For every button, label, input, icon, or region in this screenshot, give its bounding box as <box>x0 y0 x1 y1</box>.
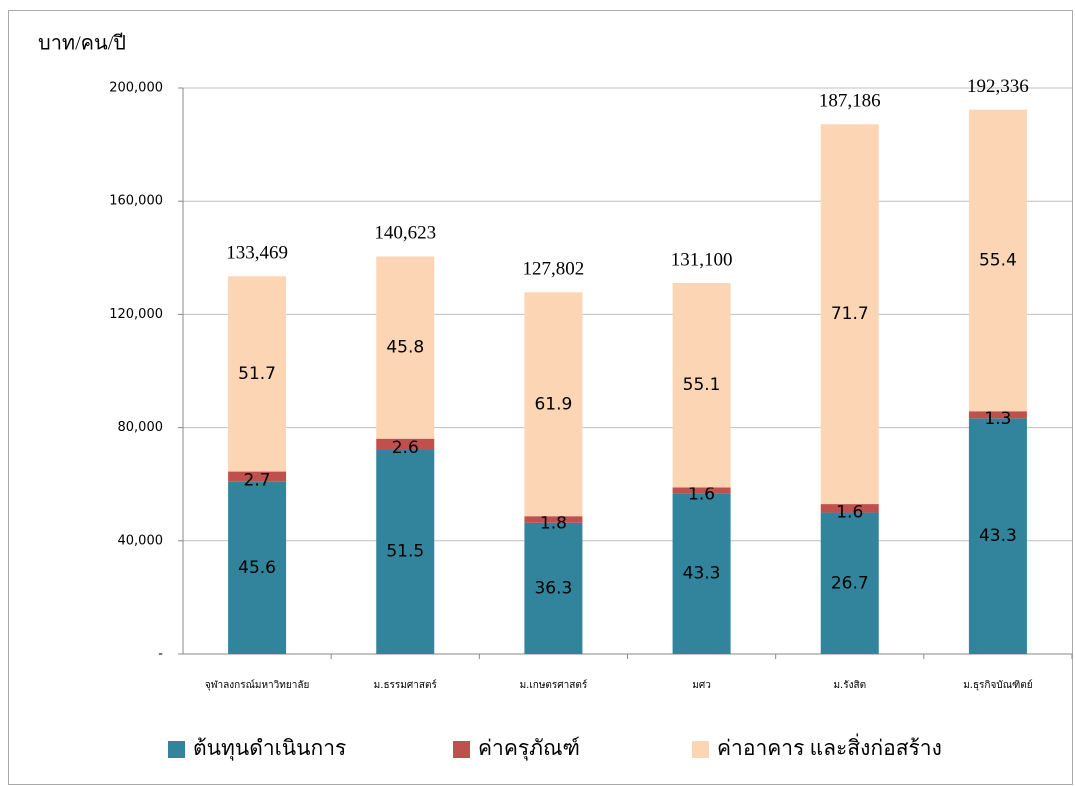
legend-label: ค่าอาคาร และสิ่งก่อสร้าง <box>717 733 942 760</box>
bar-segment <box>672 487 731 494</box>
bar-segment <box>228 471 287 482</box>
bar-segment <box>524 292 583 517</box>
x-tick-label: มศว <box>692 680 711 691</box>
bar-segment <box>968 418 1027 654</box>
segment-label: 61.9 <box>534 394 572 414</box>
bar-segment <box>672 282 731 488</box>
segment-label: 43.3 <box>683 564 721 584</box>
segment-label: 43.3 <box>979 526 1017 546</box>
bar-segment <box>376 438 435 450</box>
bar-segment <box>820 124 879 505</box>
segment-label: 1.6 <box>836 502 863 522</box>
bar-segment <box>228 481 287 654</box>
segment-label: 71.7 <box>831 304 869 324</box>
segment-label: 1.8 <box>540 513 567 533</box>
x-tick-label: จุฬาลงกรณ์มหาวิทยาลัย <box>205 679 310 691</box>
legend-swatch <box>168 741 185 758</box>
x-tick-label: ม.เกษตรศาสตร์ <box>520 679 588 691</box>
bar-segment <box>672 493 731 654</box>
segment-label: 55.1 <box>683 375 721 395</box>
segment-label: 1.3 <box>984 409 1011 429</box>
segment-label: 36.3 <box>534 578 572 598</box>
x-tick-label: ม.รังสิต <box>833 680 866 691</box>
legend-label: ค่าครุภัณฑ์ <box>478 736 580 761</box>
segment-label: 51.5 <box>386 542 424 562</box>
segment-label: 26.7 <box>831 573 869 593</box>
bar-segment <box>968 109 1027 412</box>
total-label: 192,336 <box>967 76 1029 97</box>
legend-swatch <box>453 741 470 758</box>
x-tick-label: ม.ธรรมศาสตร์ <box>374 679 438 691</box>
bar-segment <box>524 516 583 523</box>
bar-segment <box>968 411 1027 419</box>
y-tick-label: 80,000 <box>118 420 164 435</box>
bar-segment <box>376 256 435 439</box>
y-tick-label: 120,000 <box>109 307 163 322</box>
total-label: 187,186 <box>819 91 881 112</box>
total-label: 133,469 <box>226 243 288 264</box>
segment-label: 45.6 <box>238 558 276 578</box>
total-label: 127,802 <box>523 259 585 280</box>
y-tick-label: 160,000 <box>109 194 163 209</box>
segment-label: 51.7 <box>238 364 276 384</box>
bar-segment <box>376 449 435 654</box>
x-tick-label: ม.ธุรกิจบัณฑิตย์ <box>963 679 1032 691</box>
bar-segment <box>820 512 879 654</box>
segment-label: 2.6 <box>392 438 419 458</box>
legend-swatch <box>692 741 709 758</box>
y-tick-label: 40,000 <box>118 533 164 548</box>
legend-label: ต้นทุนดำเนินการ <box>193 736 346 761</box>
total-label: 131,100 <box>671 249 733 270</box>
y-tick-label: - <box>158 647 163 662</box>
bar-segment <box>524 522 583 654</box>
bar-segment <box>228 276 287 472</box>
total-label: 140,623 <box>374 222 436 243</box>
segment-label: 2.7 <box>244 471 271 491</box>
segment-label: 45.8 <box>386 338 424 358</box>
y-tick-label: 200,000 <box>109 81 163 96</box>
bar-segment <box>820 504 879 513</box>
segment-label: 1.6 <box>688 484 715 504</box>
y-axis-title: บาท/คน/ปี <box>38 33 126 55</box>
segment-label: 55.4 <box>979 250 1017 270</box>
